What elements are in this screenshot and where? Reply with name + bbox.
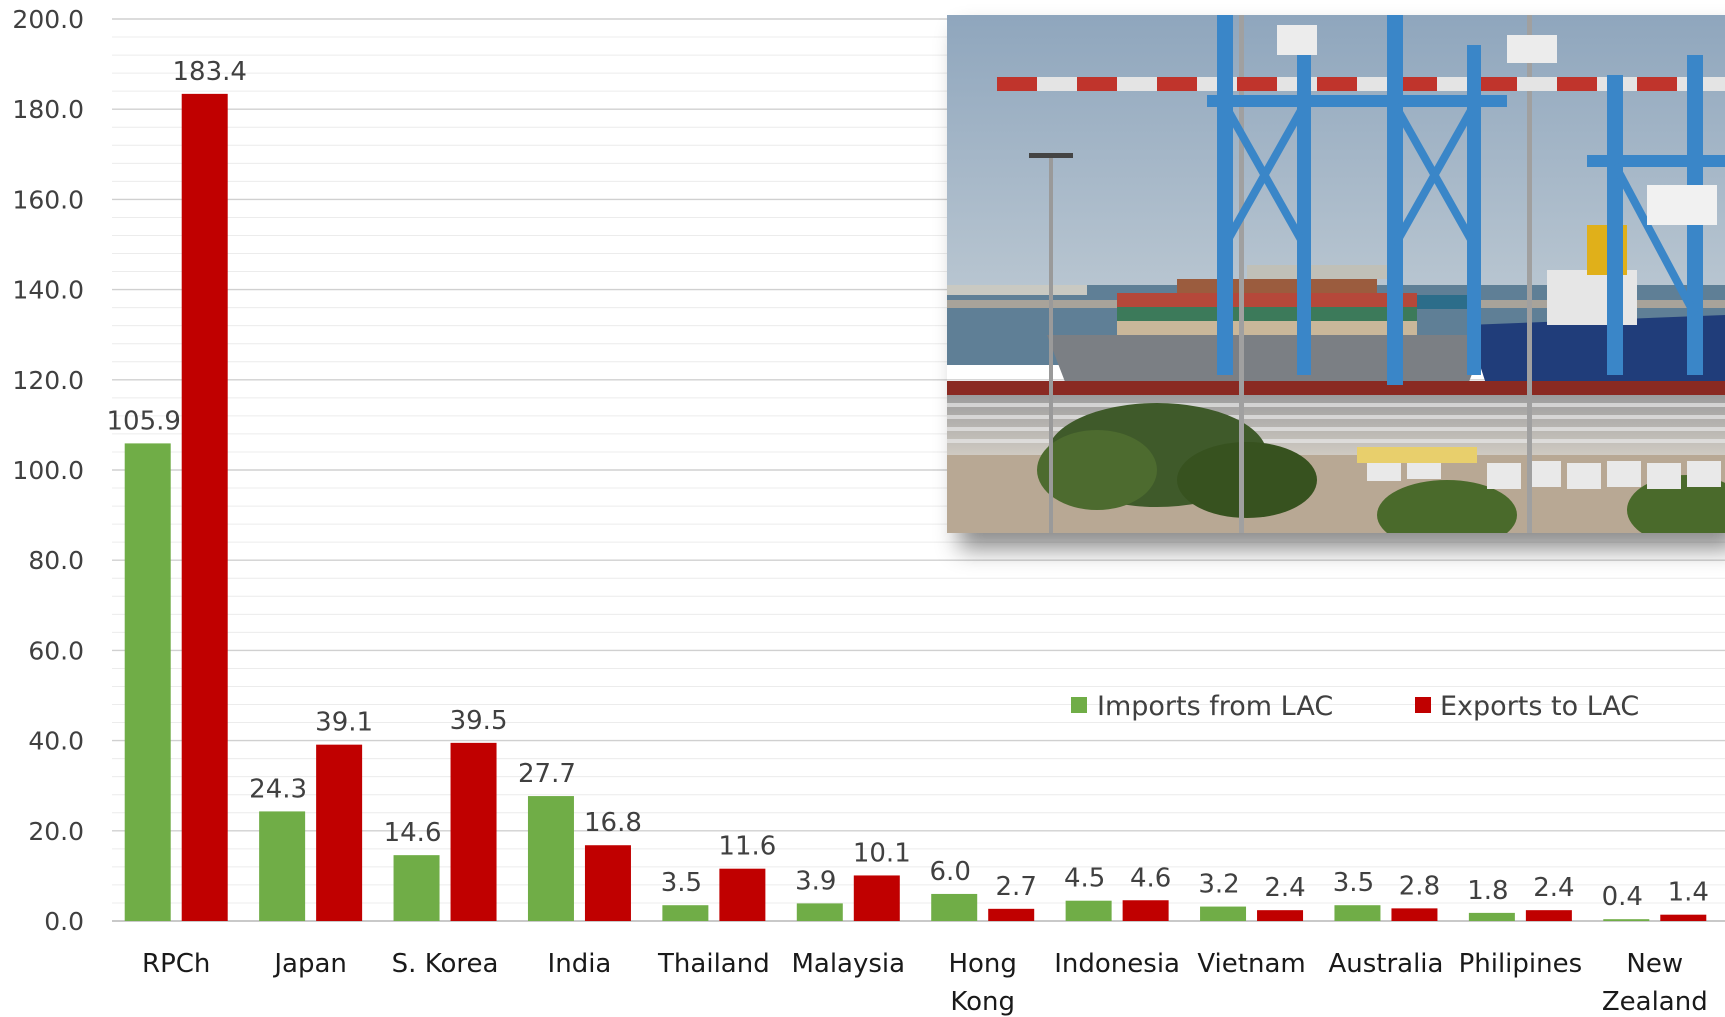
legend-label-imports: Imports from LAC <box>1097 691 1333 722</box>
y-tick-label: 120.0 <box>12 366 84 395</box>
bar-imports <box>259 811 306 921</box>
data-label-exports: 39.5 <box>450 706 508 736</box>
y-tick-label: 160.0 <box>12 185 84 214</box>
bar-imports <box>1065 900 1112 921</box>
data-label-exports: 1.4 <box>1668 878 1709 908</box>
legend-swatch-imports <box>1071 697 1087 713</box>
category-label: Thailand <box>657 949 770 979</box>
data-label-exports: 11.6 <box>718 832 776 862</box>
y-tick-label: 180.0 <box>12 95 84 124</box>
category-labels: RPCh Japan S. Korea India Thailand Malaysia Ho… <box>142 949 1708 1017</box>
bar-imports <box>393 855 440 921</box>
data-label-exports: 2.8 <box>1399 871 1440 901</box>
bar-exports <box>988 908 1035 921</box>
data-label-imports: 27.7 <box>518 759 576 789</box>
bar-imports <box>796 903 843 921</box>
data-label-imports: 4.5 <box>1064 864 1105 894</box>
data-label-exports: 39.1 <box>315 708 373 738</box>
bar-exports <box>853 875 900 921</box>
data-label-imports: 105.9 <box>106 406 180 436</box>
category-label: Indonesia <box>1054 949 1180 979</box>
data-label-imports: 3.9 <box>795 866 836 896</box>
category-label: RPCh <box>142 949 210 979</box>
category-label: Japan <box>272 949 347 979</box>
data-label-exports: 10.1 <box>853 838 911 868</box>
category-label: Malaysia <box>791 949 905 979</box>
bar-imports <box>1334 905 1381 921</box>
category-label: S. Korea <box>392 949 499 979</box>
legend-label-exports: Exports to LAC <box>1440 691 1639 722</box>
data-label-exports: 2.7 <box>996 872 1037 902</box>
y-axis-ticks: 0.0 20.0 40.0 60.0 80.0 100.0 120.0 140.0 160.0 1… <box>12 5 84 936</box>
bar-exports <box>1391 908 1438 921</box>
bar-imports <box>124 443 171 921</box>
y-tick-label: 100.0 <box>12 456 84 485</box>
category-label: Philipines <box>1459 949 1583 979</box>
y-tick-label: 0.0 <box>44 907 84 936</box>
bar-exports <box>1122 900 1169 921</box>
category-label: Hong Kong <box>948 949 1016 1017</box>
data-label-imports: 3.5 <box>661 868 702 898</box>
bar-imports <box>527 796 574 921</box>
legend-swatch-exports <box>1415 697 1431 713</box>
bar-exports <box>450 742 497 921</box>
y-tick-label: 60.0 <box>28 636 84 665</box>
data-label-exports: 4.6 <box>1130 863 1171 893</box>
bar-exports <box>1525 910 1572 921</box>
bar-imports <box>1200 906 1247 921</box>
data-labels: 105.9 183.4 24.3 39.1 14.6 39.5 27.7 16.8 3.5 11.… <box>106 57 1708 912</box>
bar-exports <box>584 845 631 921</box>
bar-exports <box>1257 910 1304 921</box>
bar-exports <box>181 93 228 922</box>
bar-imports <box>1603 919 1650 921</box>
data-label-imports: 3.5 <box>1333 868 1374 898</box>
container-port-photo-icon <box>947 15 1725 533</box>
data-label-exports: 16.8 <box>584 808 642 838</box>
y-tick-label: 40.0 <box>28 727 84 756</box>
y-tick-label: 200.0 <box>12 5 84 34</box>
data-label-exports: 2.4 <box>1533 873 1574 903</box>
container-port-photo <box>947 15 1725 533</box>
bar-imports <box>1468 912 1515 921</box>
y-tick-label: 80.0 <box>28 546 84 575</box>
bar-exports <box>1660 914 1707 921</box>
category-label: India <box>548 949 612 979</box>
data-label-exports: 183.4 <box>172 57 246 87</box>
bar-exports <box>719 868 766 921</box>
data-label-imports: 14.6 <box>384 818 442 848</box>
data-label-imports: 0.4 <box>1602 882 1643 912</box>
data-label-imports: 1.8 <box>1467 876 1508 906</box>
bar-imports <box>931 893 978 921</box>
y-tick-label: 20.0 <box>28 817 84 846</box>
category-label: Vietnam <box>1197 949 1305 979</box>
category-label: New Zealand <box>1602 949 1708 1017</box>
legend: Imports from LAC Exports to LAC <box>1071 691 1639 722</box>
data-label-imports: 3.2 <box>1198 870 1239 900</box>
bar-exports <box>316 744 363 921</box>
category-label: Australia <box>1328 949 1443 979</box>
bar-imports <box>662 905 709 921</box>
y-tick-label: 140.0 <box>12 276 84 305</box>
data-label-imports: 6.0 <box>930 857 971 887</box>
data-label-exports: 2.4 <box>1264 873 1305 903</box>
bars <box>124 93 1707 922</box>
data-label-imports: 24.3 <box>249 774 307 804</box>
